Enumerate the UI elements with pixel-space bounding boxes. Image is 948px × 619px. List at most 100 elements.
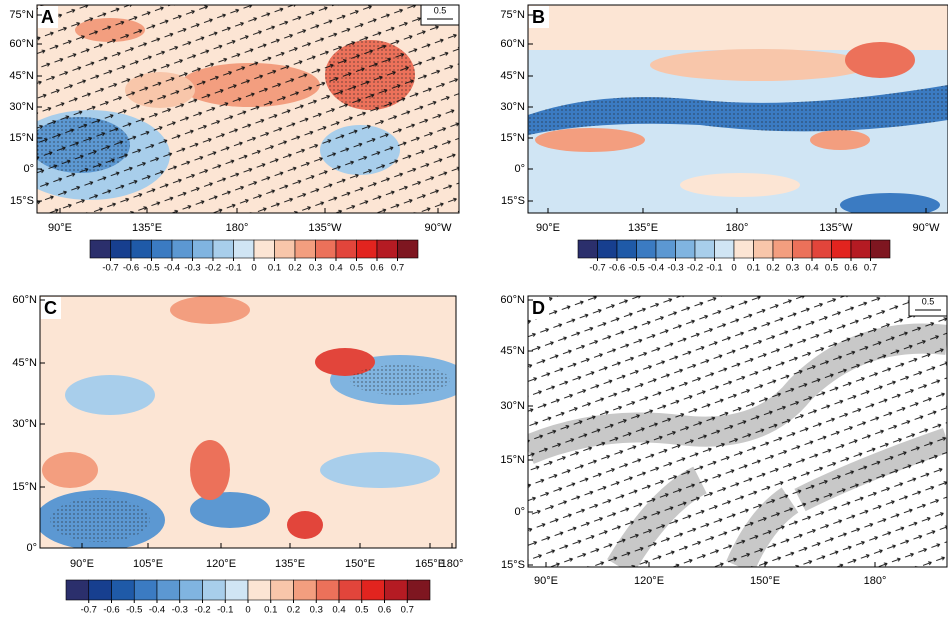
colorbar-label: 0.1 — [264, 605, 277, 616]
lon-tick-label: 90°E — [48, 222, 72, 234]
blob — [845, 42, 915, 78]
blob — [810, 130, 870, 150]
blob — [840, 193, 940, 213]
lat-tick-label: 15°N — [500, 454, 525, 466]
stipple — [50, 498, 150, 542]
colorbar-box — [384, 579, 408, 601]
colorbar-label: -0.7 — [102, 263, 118, 274]
colorbar-label: 0.6 — [844, 263, 857, 274]
blob — [287, 511, 323, 539]
lat-tick-label: 15°S — [10, 195, 34, 207]
colorbar-box — [65, 579, 90, 601]
lat-tick-label: 60°N — [500, 38, 525, 50]
colorbar-box — [850, 239, 871, 259]
ref-vector-label: 0.5 — [434, 5, 447, 15]
lat-tick-label: 45°N — [9, 70, 34, 82]
lon-tick-label: 120°E — [206, 558, 236, 570]
colorbar-box — [733, 239, 754, 259]
colorbar-label: 0 — [251, 263, 256, 274]
colorbar-label: 0.1 — [268, 263, 281, 274]
colorbar-label: 0 — [245, 605, 250, 616]
lat-tick-label: 75°N — [9, 9, 34, 21]
colorbar-box — [792, 239, 813, 259]
colorbar-box — [253, 239, 275, 259]
blob — [65, 375, 155, 415]
colorbar-label: 0.4 — [329, 263, 342, 274]
lon-tick-label: 90°W — [424, 222, 452, 234]
lon-tick-label: 135°E — [628, 222, 658, 234]
blob — [190, 492, 270, 528]
colorbar-label: -0.4 — [648, 263, 664, 274]
field-a — [37, 5, 459, 213]
colorbar-box — [294, 239, 316, 259]
panel-label-bg — [529, 6, 549, 28]
panel-label: D — [532, 298, 545, 318]
map-frame — [36, 4, 460, 214]
colorbar-box — [224, 579, 249, 601]
colorbar-box — [179, 579, 203, 601]
colorbar-box — [675, 239, 696, 259]
lon-tick-label: 180° — [726, 222, 749, 234]
lat-tick-label: 0° — [514, 506, 525, 518]
colorbar-label: -0.5 — [126, 605, 142, 616]
map-frame — [39, 295, 457, 549]
colorbar-box — [247, 579, 272, 601]
lat-tick-label: 30°N — [12, 418, 37, 430]
colorbar-box — [376, 239, 398, 259]
colorbar-label: -0.6 — [123, 263, 139, 274]
lat-tick-label: 30°N — [500, 400, 525, 412]
blob — [170, 296, 250, 324]
lon-tick-label: 165°E — [415, 558, 445, 570]
ref-vector-box — [908, 295, 948, 317]
colorbar-label: 0.1 — [747, 263, 760, 274]
lat-tick-label: 75°N — [500, 9, 525, 21]
colorbar-label: -0.7 — [589, 263, 605, 274]
colorbar-box — [811, 239, 832, 259]
colorbar-box — [89, 239, 111, 259]
colorbar-box — [151, 239, 173, 259]
colorbar-label: -0.5 — [628, 263, 644, 274]
blob — [42, 452, 98, 488]
colorbar-label: 0.7 — [391, 263, 404, 274]
colorbar-box — [202, 579, 226, 601]
colorbar-label: -0.1 — [225, 263, 241, 274]
colorbar-label: -0.2 — [205, 263, 221, 274]
blob — [535, 128, 645, 152]
lat-tick-label: 15°S — [501, 559, 525, 571]
colorbar-box — [110, 239, 132, 259]
lat-tick-label: 15°N — [12, 481, 37, 493]
panel-label-bg — [529, 297, 549, 319]
colorbar-box — [315, 239, 337, 259]
lon-tick-label: 105°E — [133, 558, 163, 570]
colorbar-label: 0.2 — [287, 605, 300, 616]
stipple — [528, 85, 948, 135]
lat-tick-label: 0° — [514, 163, 525, 175]
lat-tick-label: 60°N — [12, 294, 37, 306]
colorbar-box — [270, 579, 294, 601]
panel-label: A — [41, 7, 54, 27]
lat-tick-label: 60°N — [9, 38, 34, 50]
lon-tick-label: 180° — [441, 558, 464, 570]
panel-label-bg — [38, 6, 58, 28]
colorbar-box — [356, 239, 378, 259]
colorbar-box — [636, 239, 657, 259]
colorbar-label: -0.1 — [706, 263, 722, 274]
stipple — [350, 365, 450, 395]
colorbar-box — [397, 239, 419, 259]
colorbar-label: 0.3 — [786, 263, 799, 274]
colorbar-box — [361, 579, 385, 601]
field-b — [528, 5, 948, 213]
blob — [680, 173, 800, 197]
colorbar-box — [274, 239, 296, 259]
lat-tick-label: 0° — [26, 542, 37, 554]
colorbar-box — [694, 239, 715, 259]
lon-tick-label: 135°W — [308, 222, 342, 234]
lon-tick-label: 90°E — [536, 222, 560, 234]
colorbar-box — [156, 579, 181, 601]
colorbar-label: 0 — [731, 263, 736, 274]
field-c — [40, 296, 456, 548]
colorbar-box — [714, 239, 735, 259]
colorbar-label: 0.5 — [825, 263, 838, 274]
panel-label-bg — [41, 297, 61, 319]
